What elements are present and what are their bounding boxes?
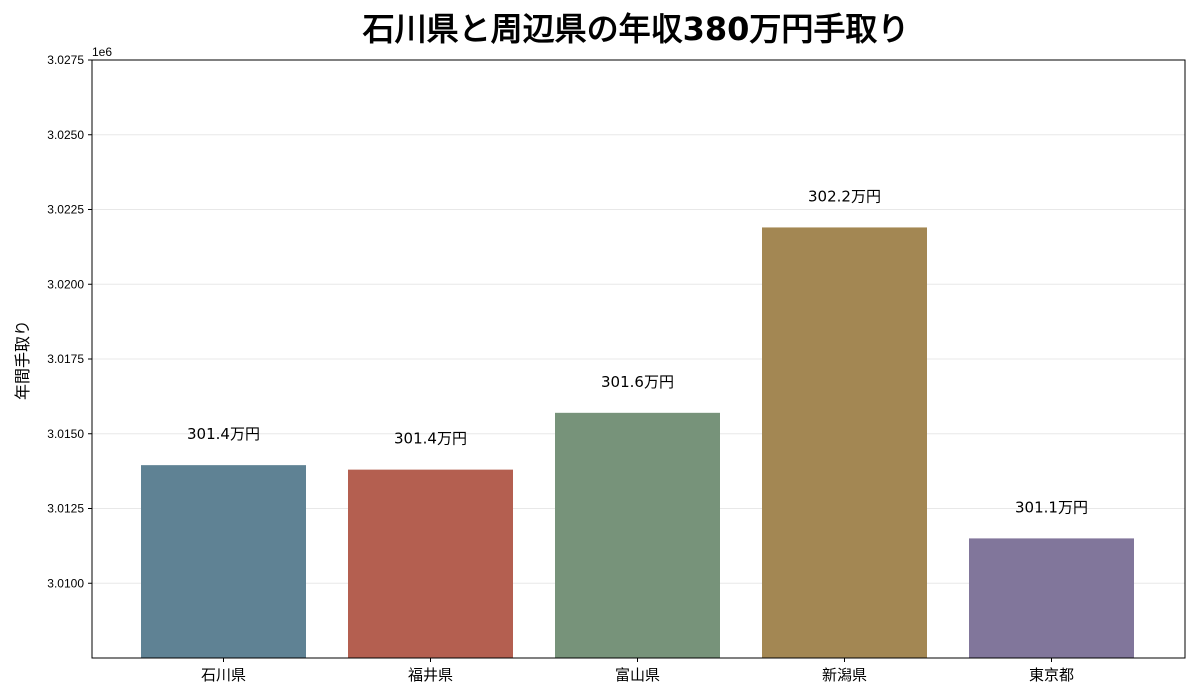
chart-title: 石川県と周辺県の年収380万円手取り: [362, 10, 910, 48]
x-axis-ticks: 石川県 福井県 富山県 新潟県 東京都: [201, 658, 1074, 684]
data-label-1: 301.4万円: [187, 425, 260, 443]
y-tick-label: 3.0125: [47, 502, 84, 516]
x-tick-label-3: 富山県: [615, 666, 660, 684]
data-labels: 301.4万円 301.4万円 301.6万円 302.2万円 301.1万円: [187, 187, 1088, 516]
bars: [141, 227, 1134, 658]
bar-1: [141, 465, 306, 658]
y-tick-label: 3.0200: [47, 277, 84, 291]
x-tick-label-2: 福井県: [408, 666, 453, 684]
y-axis-label: 年間手取り: [13, 320, 32, 400]
data-label-3: 301.6万円: [601, 373, 674, 391]
y-tick-label: 3.0150: [47, 427, 84, 441]
data-label-4: 302.2万円: [808, 187, 881, 205]
y-tick-label: 3.0275: [47, 53, 84, 67]
y-axis-ticks: 3.0100 3.0125 3.0150 3.0175 3.0200 3.0225 3.02…: [47, 53, 92, 590]
bar-4: [762, 227, 927, 658]
y-axis-offset-text: 1e6: [92, 45, 112, 59]
x-tick-label-5: 東京都: [1029, 666, 1074, 684]
y-tick-label: 3.0225: [47, 203, 84, 217]
bar-2: [348, 469, 513, 658]
plot-frame: [91, 59, 1186, 659]
bar-5: [969, 538, 1134, 658]
data-label-2: 301.4万円: [394, 430, 467, 448]
y-tick-label: 3.0175: [47, 352, 84, 366]
bar-3: [555, 412, 720, 658]
data-label-5: 301.1万円: [1015, 498, 1088, 516]
y-tick-label: 3.0250: [47, 128, 84, 142]
x-tick-label-4: 新潟県: [822, 666, 867, 684]
x-tick-label-1: 石川県: [201, 666, 246, 684]
y-tick-label: 3.0100: [47, 576, 84, 590]
